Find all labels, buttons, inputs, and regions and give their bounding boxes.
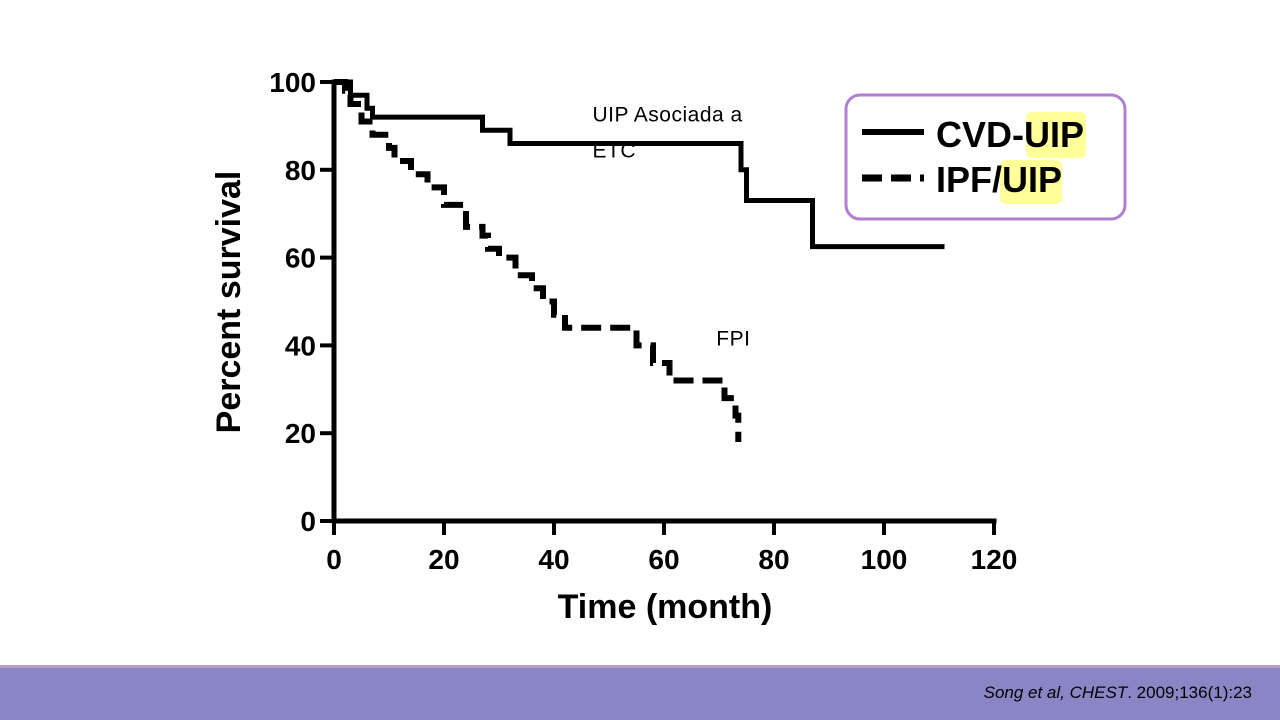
x-tick-label: 0 bbox=[326, 544, 342, 575]
annotation-line: ETC bbox=[593, 140, 637, 163]
footer-bar: Song et al, CHEST. 2009;136(1):23 bbox=[0, 665, 1280, 720]
citation: Song et al, CHEST. 2009;136(1):23 bbox=[984, 683, 1252, 703]
y-tick-label: 0 bbox=[300, 506, 316, 537]
citation-authors: Song et al, CHEST bbox=[983, 683, 1128, 702]
legend-highlight-1 bbox=[1026, 112, 1086, 158]
annotation-1: FPI bbox=[716, 327, 750, 350]
survival-chart: 0 20 40 60 80 100 120 0 20 40 60 80 100 UIP Asociada… bbox=[210, 67, 1127, 626]
y-axis-title: Percent survival bbox=[210, 171, 248, 434]
y-tick-label: 100 bbox=[269, 67, 316, 98]
annotation-0: UIP Asociada a ETC bbox=[593, 104, 743, 163]
x-tick-label: 40 bbox=[538, 544, 569, 575]
x-tick-label: 60 bbox=[648, 544, 679, 575]
series-line-cvd-uip bbox=[334, 79, 945, 250]
citation-details: . 2009;136(1):23 bbox=[1127, 683, 1252, 702]
y-tick-label: 20 bbox=[285, 418, 316, 449]
y-tick-label: 60 bbox=[285, 243, 316, 274]
legend-label-ipf-uip: IPF/UIP bbox=[936, 159, 1062, 200]
x-tick-label: 100 bbox=[861, 544, 908, 575]
x-tick-label: 80 bbox=[758, 544, 789, 575]
legend-label-cvd-uip: CVD-UIP bbox=[936, 114, 1084, 155]
y-tick-label: 80 bbox=[285, 155, 316, 186]
x-axis-title: Time (month) bbox=[558, 588, 773, 626]
x-tick-label: 20 bbox=[428, 544, 459, 575]
annotation-line: FPI bbox=[716, 327, 750, 350]
axes: 0 20 40 60 80 100 120 0 20 40 60 80 100 bbox=[269, 67, 1017, 575]
annotation-line: UIP Asociada a bbox=[593, 104, 743, 127]
x-tick-label: 120 bbox=[971, 544, 1018, 575]
legend: CVD-UIP IPF/UIP bbox=[844, 93, 1127, 221]
y-tick-label: 40 bbox=[285, 330, 316, 361]
series-lines bbox=[334, 79, 945, 442]
legend-highlight-2 bbox=[1000, 160, 1062, 204]
annotations: UIP Asociada a ETC FPI bbox=[593, 104, 750, 351]
series-line-ipf-uip bbox=[334, 79, 742, 442]
